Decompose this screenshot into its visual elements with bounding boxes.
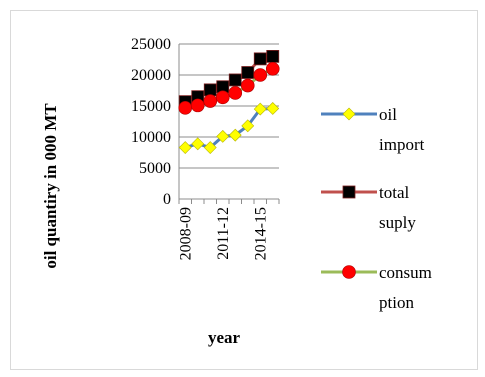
axes: 25000 20000 15000 10000 5000 0 2008-09 2011-12 2… — [131, 36, 280, 260]
data-point — [265, 61, 280, 76]
y-tick-label: 10000 — [131, 129, 171, 146]
data-point — [228, 128, 242, 142]
data-point — [191, 137, 205, 151]
data-point — [203, 94, 218, 108]
y-axis-title: oil quantiry in 000 MT — [41, 103, 60, 269]
legend-marker — [342, 265, 356, 279]
legend-label: ption — [379, 293, 414, 312]
legend-label: suply — [379, 213, 416, 232]
x-tick-label: 2008-09 — [177, 207, 194, 260]
legend-label: total — [379, 183, 409, 202]
y-tick-label: 5000 — [139, 160, 171, 177]
data-point — [241, 119, 255, 133]
legend-label: oil — [379, 105, 397, 124]
series-group — [178, 50, 280, 154]
data-point — [228, 73, 242, 87]
legend-entry-2: consum ption — [321, 263, 432, 312]
y-tick-label: 15000 — [131, 98, 171, 115]
data-point — [240, 78, 255, 93]
y-tick-label: 25000 — [131, 36, 171, 53]
legend-label: consum — [379, 263, 432, 282]
series-2 — [178, 61, 280, 115]
data-point — [190, 98, 205, 113]
legend-entry-0: oil import — [321, 105, 425, 154]
x-axis-title: year — [208, 328, 241, 347]
data-point — [228, 86, 243, 100]
series-1 — [178, 50, 280, 109]
data-point — [253, 102, 267, 116]
chart-frame: 25000 20000 15000 10000 5000 0 2008-09 2011-12 2… — [10, 10, 478, 370]
axis-labels: oil quantiry in 000 MT year — [41, 103, 240, 347]
series-0 — [178, 102, 280, 154]
data-point — [266, 102, 280, 115]
data-point — [253, 52, 267, 66]
legend: oil import total suply consum ption — [321, 105, 432, 312]
data-point — [178, 101, 193, 115]
y-tick-label: 0 — [163, 191, 171, 208]
data-point — [178, 141, 192, 154]
legend-label: import — [379, 135, 425, 154]
data-point — [203, 141, 217, 154]
data-point — [203, 83, 217, 97]
data-point — [266, 50, 280, 63]
legend-marker — [342, 185, 356, 199]
data-point — [215, 90, 230, 105]
x-tick-label: 2011-12 — [215, 207, 232, 260]
data-point — [216, 129, 230, 143]
y-tick-label: 20000 — [131, 67, 171, 84]
data-point — [253, 68, 268, 82]
x-tick-label: 2014-15 — [252, 207, 269, 260]
line-chart: 25000 20000 15000 10000 5000 0 2008-09 2011-12 2… — [41, 36, 432, 347]
legend-marker — [342, 107, 356, 121]
legend-entry-1: total suply — [321, 183, 416, 232]
data-point — [241, 66, 255, 79]
